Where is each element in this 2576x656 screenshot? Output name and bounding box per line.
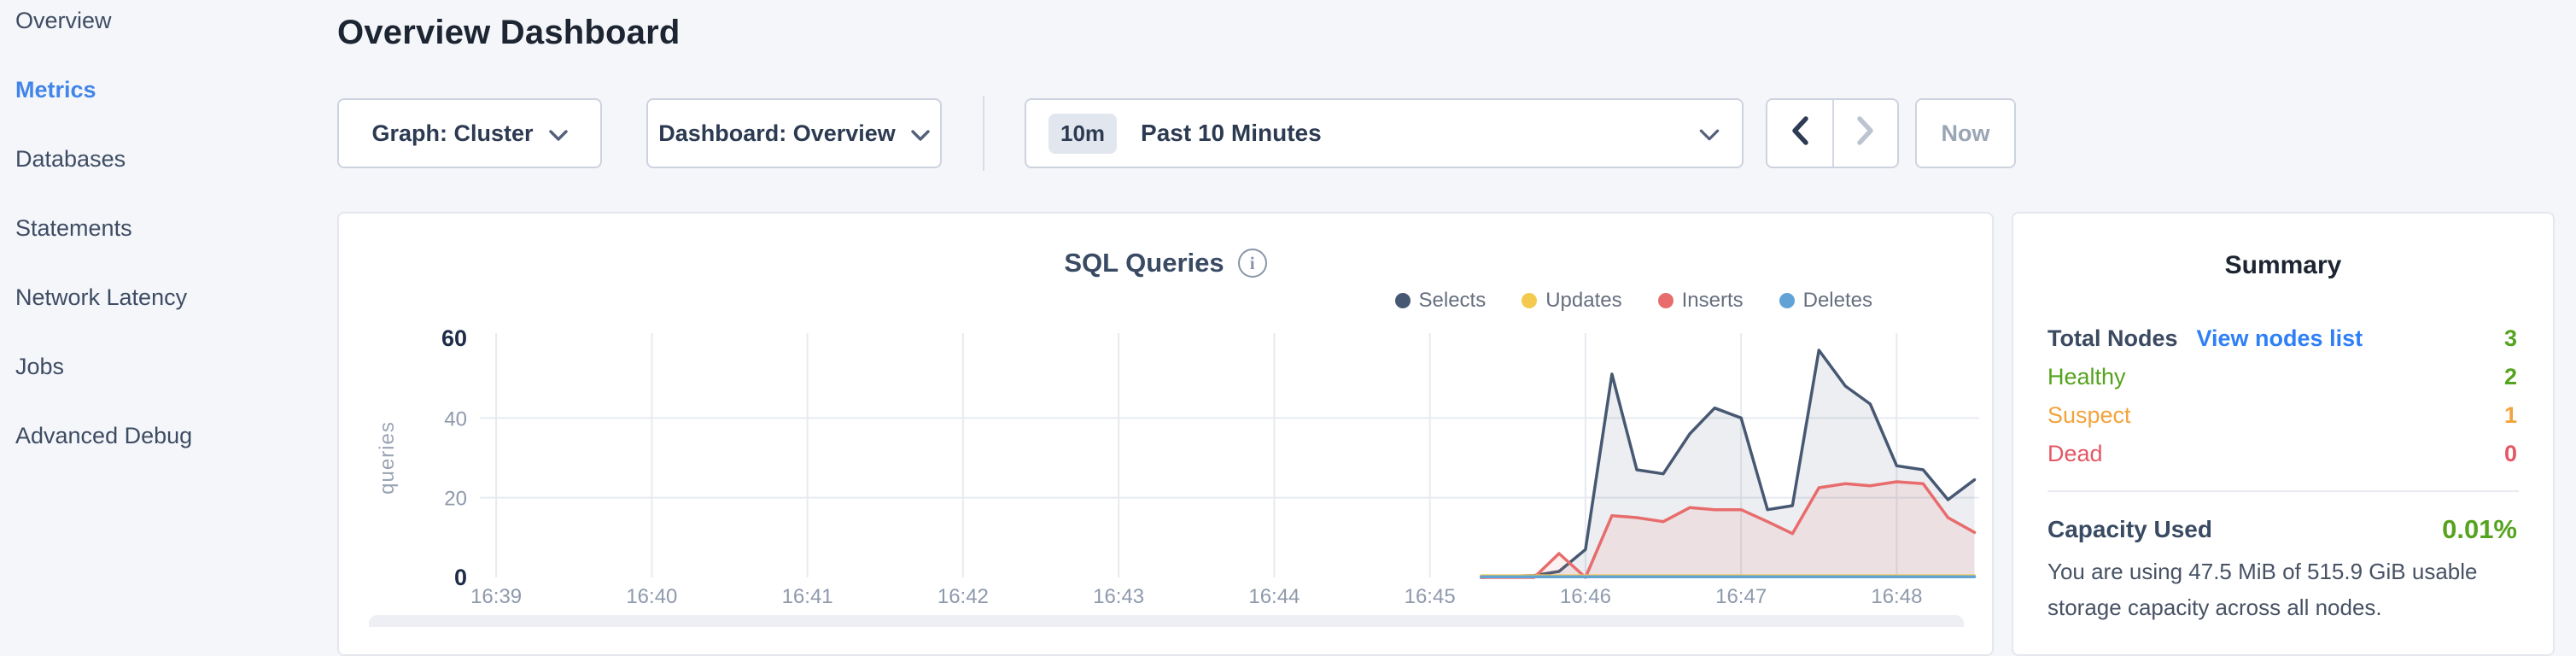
suspect-label: Suspect — [2047, 402, 2131, 428]
capacity-description: You are using 47.5 MiB of 515.9 GiB usab… — [2047, 559, 2478, 620]
controls-divider — [983, 96, 984, 171]
dashboard-dropdown[interactable]: Dashboard: Overview — [646, 98, 942, 168]
summary-divider — [2047, 490, 2519, 492]
sidebar-item-overview[interactable]: Overview — [15, 8, 112, 33]
legend-item-deletes: Deletes — [1779, 289, 1872, 313]
svg-text:16:46: 16:46 — [1560, 585, 1611, 608]
svg-text:0: 0 — [454, 565, 467, 590]
svg-text:16:40: 16:40 — [626, 585, 677, 608]
time-window-selector[interactable]: 10m Past 10 Minutes — [1025, 98, 1744, 168]
svg-text:16:42: 16:42 — [938, 585, 989, 608]
legend-dot-deletes — [1779, 293, 1795, 308]
time-window-label: Past 10 Minutes — [1141, 120, 1322, 146]
svg-text:16:39: 16:39 — [470, 585, 522, 608]
svg-text:16:45: 16:45 — [1405, 585, 1456, 608]
now-button[interactable]: Now — [1915, 98, 2016, 168]
chevron-down-icon — [548, 121, 568, 148]
sql-queries-chart[interactable]: 16:39 16:40 16:41 16:42 16:43 16:44 16:45 16:46… — [349, 306, 1985, 613]
chart-legend: Selects Updates Inserts Deletes — [1394, 289, 1872, 313]
time-window-badge: 10m — [1049, 113, 1118, 154]
legend-item-updates: Updates — [1522, 289, 1622, 313]
summary-rows: Total Nodes View nodes list 3 Healthy 2 Suspe… — [2047, 319, 2517, 473]
sidebar-item-metrics[interactable]: Metrics — [15, 77, 96, 102]
sidebar-item-databases[interactable]: Databases — [15, 146, 126, 172]
svg-text:16:48: 16:48 — [1871, 585, 1922, 608]
legend-item-selects: Selects — [1394, 289, 1487, 313]
legend-dot-inserts — [1657, 293, 1674, 308]
svg-text:40: 40 — [444, 407, 467, 430]
svg-text:20: 20 — [444, 488, 467, 511]
svg-text:16:47: 16:47 — [1715, 585, 1767, 608]
legend-label: Inserts — [1681, 289, 1744, 312]
sidebar: Overview Metrics Databases Statements Networ… — [0, 0, 333, 624]
next-chart-peek-bar — [369, 615, 1964, 627]
healthy-label: Healthy — [2047, 364, 2126, 390]
view-nodes-list-link[interactable]: View nodes list — [2196, 325, 2363, 351]
summary-row-suspect: Suspect 1 — [2047, 396, 2517, 435]
chevron-down-icon — [1699, 121, 1720, 148]
legend-dot-updates — [1522, 293, 1538, 308]
info-icon[interactable]: i — [1237, 249, 1267, 278]
summary-row-total-nodes: Total Nodes View nodes list 3 — [2047, 319, 2517, 358]
sidebar-item-jobs[interactable]: Jobs — [15, 354, 65, 379]
summary-row-healthy: Healthy 2 — [2047, 358, 2517, 396]
chevron-left-icon — [1790, 115, 1810, 152]
total-nodes-value: 3 — [2503, 325, 2517, 351]
summary-row-dead: Dead 0 — [2047, 435, 2517, 473]
chevron-right-icon — [1855, 115, 1876, 152]
sql-queries-card: SQL Queries i Selects Updates Inserts Delet… — [337, 212, 1994, 656]
graph-dropdown[interactable]: Graph: Cluster — [337, 98, 602, 168]
summary-title: Summary — [2224, 251, 2342, 279]
svg-text:16:41: 16:41 — [782, 585, 833, 608]
time-step-buttons — [1766, 98, 1899, 168]
sidebar-item-statements[interactable]: Statements — [15, 215, 132, 241]
capacity-used-label: Capacity Used — [2047, 516, 2212, 542]
summary-panel: Summary Total Nodes View nodes list 3 Healt… — [2012, 212, 2555, 656]
suspect-value: 1 — [2503, 402, 2517, 428]
legend-item-inserts: Inserts — [1657, 289, 1744, 313]
dashboard-dropdown-label: Dashboard: Overview — [658, 120, 896, 146]
legend-label: Updates — [1545, 289, 1622, 312]
page-title: Overview Dashboard — [337, 14, 681, 51]
total-nodes-label: Total Nodes — [2047, 325, 2178, 351]
next-time-button[interactable] — [1831, 100, 1897, 167]
capacity-used-value: 0.01% — [2442, 514, 2517, 544]
prev-time-button[interactable] — [1767, 100, 1832, 167]
chevron-down-icon — [911, 121, 930, 148]
svg-text:60: 60 — [441, 325, 467, 351]
svg-text:queries: queries — [376, 421, 399, 495]
legend-label: Deletes — [1802, 289, 1872, 312]
graph-dropdown-label: Graph: Cluster — [371, 120, 534, 146]
dead-value: 0 — [2503, 441, 2517, 466]
legend-dot-selects — [1394, 293, 1411, 308]
svg-text:16:43: 16:43 — [1093, 585, 1144, 608]
chart-title: SQL Queries — [1064, 248, 1224, 278]
dead-label: Dead — [2047, 441, 2103, 466]
svg-text:16:44: 16:44 — [1248, 585, 1300, 608]
legend-label: Selects — [1418, 289, 1487, 312]
sidebar-item-network-latency[interactable]: Network Latency — [15, 284, 188, 310]
healthy-value: 2 — [2503, 364, 2517, 390]
sidebar-item-advanced-debug[interactable]: Advanced Debug — [15, 423, 193, 448]
